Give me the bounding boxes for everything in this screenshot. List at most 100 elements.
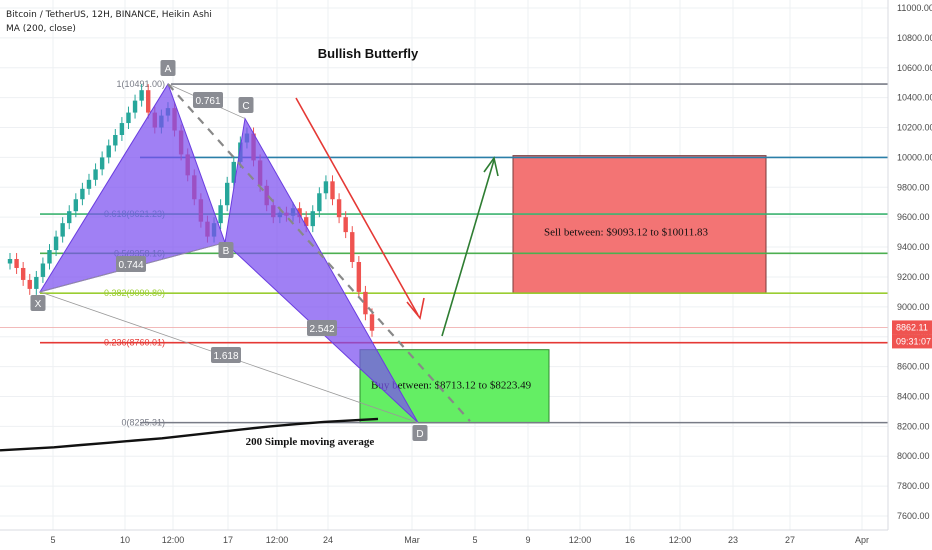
candle-body-53	[356, 262, 362, 292]
candle-body-14	[99, 157, 105, 170]
ratio-label-1-bg	[116, 256, 146, 272]
candle-body-13	[93, 169, 98, 180]
time-tick-12: 23	[728, 535, 738, 545]
candle-body-33	[225, 182, 230, 206]
ratio-label-2: 2.542	[309, 324, 334, 335]
time-tick-0: 5	[50, 535, 55, 545]
fib-label-6: 0(8225.31)	[121, 418, 165, 428]
point-label-c: C	[242, 101, 249, 112]
candle-body-17	[119, 123, 125, 135]
time-tick-3: 17	[223, 535, 233, 545]
candle-body-45	[303, 217, 309, 227]
time-tick-14: Apr	[855, 535, 869, 545]
point-labels: X A B C D 0.761 0.744 2.542 1.618	[30, 60, 428, 441]
candle-body-51	[343, 217, 348, 233]
ratio-label-0: 0.761	[195, 96, 220, 107]
price-tick-10: 9000.00	[897, 302, 930, 312]
chart-header: Bitcoin / TetherUS, 12H, BINANCE, Heikin…	[6, 8, 212, 36]
symbol-line: Bitcoin / TetherUS, 12H, BINANCE, Heikin…	[6, 10, 212, 20]
down-arrow-line	[295, 97, 419, 316]
time-tick-1: 10	[120, 535, 130, 545]
time-tick-8: 9	[525, 535, 530, 545]
ma-annotation: 200 Simple moving average	[246, 436, 375, 448]
indicator-line: MA (200, close)	[6, 24, 76, 34]
candle-body-46	[310, 211, 315, 227]
sell-zone-label: Sell between: $9093.12 to $10011.83	[544, 226, 708, 238]
candle-body-4	[34, 276, 39, 289]
time-tick-7: 5	[472, 535, 477, 545]
price-tag-time-bg	[892, 334, 932, 349]
time-tick-6: Mar	[404, 535, 420, 545]
ad-dashed-line	[167, 83, 471, 422]
fib-label-4: 0.382(9090.80)	[104, 288, 165, 298]
price-tick-8: 9400.00	[897, 242, 930, 252]
price-tick-0: 11000.00	[897, 3, 932, 13]
buy-zone-label: Buy between: $8713.12 to $8223.49	[371, 380, 532, 392]
sell-zone: Sell between: $9093.12 to $10011.83	[512, 155, 767, 294]
pattern-bcd-triangle	[224, 117, 419, 423]
point-label-b-bg	[218, 242, 234, 258]
candle-body-1	[14, 259, 19, 268]
candle-body-18	[126, 112, 131, 124]
fib-levels: 1(10491.00)0.618(9621.23)0.5(9358.16)0.3…	[0, 79, 888, 428]
price-tick-9: 9200.00	[897, 272, 930, 282]
ratio-label-3-bg	[211, 347, 241, 363]
up-arrow-head	[483, 156, 499, 177]
candle-body-48	[323, 181, 329, 194]
candle-body-34	[231, 161, 236, 183]
candle-body-16	[113, 135, 118, 146]
fib-label-5: 0.236(8760.01)	[104, 338, 165, 348]
candle-body-2	[20, 267, 26, 280]
point-label-a: A	[165, 64, 172, 75]
price-tick-1: 10800.00	[897, 33, 932, 43]
price-tick-12: 8600.00	[897, 362, 930, 372]
candle-body-12	[86, 179, 92, 189]
candle-body-20	[139, 90, 144, 101]
fib-label-0: 1(10491.00)	[116, 79, 165, 89]
point-label-b: B	[223, 246, 230, 257]
candle-body-19	[132, 100, 138, 113]
price-tick-2: 10600.00	[897, 63, 932, 73]
price-tick-5: 10000.00	[897, 152, 932, 162]
time-axis[interactable]: 5 10 12:00 17 12:00 24 Mar 5 9 12:00 16 12:00 23 27 Ap…	[0, 529, 888, 545]
sell-zone-rect	[512, 155, 767, 294]
point-label-d-bg	[412, 425, 428, 441]
candle-body-6	[47, 250, 52, 264]
butterfly-pattern	[38, 82, 471, 423]
candle-body-55	[369, 314, 375, 331]
down-arrow-head	[406, 297, 425, 320]
price-tag-time: 09:31:07	[896, 336, 931, 346]
candle-body-32	[218, 205, 223, 224]
price-tick-3: 10400.00	[897, 93, 932, 103]
candle-body-10	[73, 199, 79, 212]
price-tick-4: 10200.00	[897, 123, 932, 133]
point-label-x-bg	[30, 295, 46, 311]
candle-body-44	[297, 208, 302, 218]
price-tick-14: 8200.00	[897, 421, 930, 431]
time-tick-10: 16	[625, 535, 635, 545]
ratio-label-0-bg	[193, 92, 223, 108]
ratio-label-2-bg	[307, 320, 337, 336]
time-tick-2: 12:00	[162, 535, 185, 545]
point-label-a-bg	[160, 60, 176, 76]
price-tick-7: 9600.00	[897, 212, 930, 222]
candle-body-7	[53, 236, 59, 251]
time-tick-5: 24	[323, 535, 333, 545]
candle-body-47	[317, 193, 322, 212]
arrows	[295, 97, 499, 337]
candle-body-0	[7, 259, 13, 264]
ratio-label-1: 0.744	[118, 260, 143, 271]
candle-body-9	[67, 211, 72, 224]
price-axis[interactable]: 11000.00 10800.00 10600.00 10400.00 10200.00…	[887, 0, 932, 530]
up-arrow-line	[441, 159, 495, 337]
candle-body-54	[363, 291, 368, 315]
price-tick-16: 7800.00	[897, 481, 930, 491]
candle-body-15	[106, 145, 111, 158]
candle-body-49	[330, 181, 335, 200]
point-label-d: D	[416, 429, 423, 440]
candle-body-3	[27, 279, 32, 289]
candle-body-5	[40, 263, 46, 277]
chart-title: Bullish Butterfly	[318, 46, 419, 61]
time-tick-4: 12:00	[266, 535, 289, 545]
